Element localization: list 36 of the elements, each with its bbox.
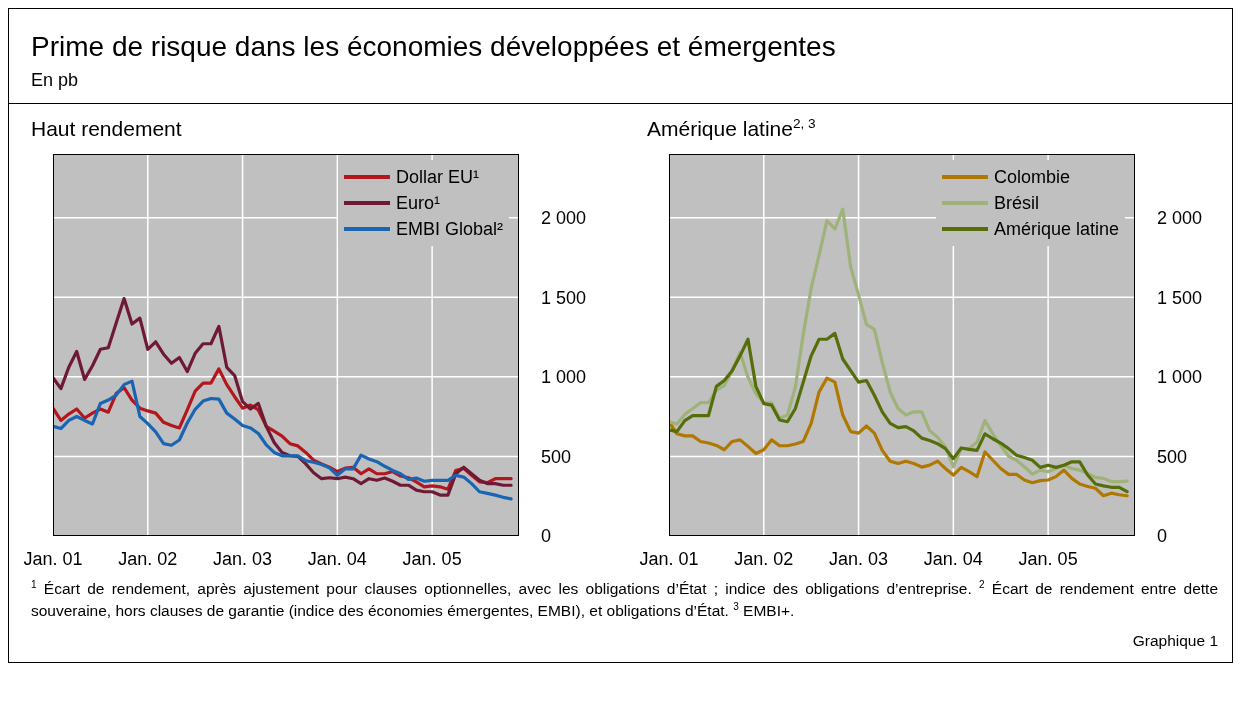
y-tick-label: 2 000 xyxy=(541,208,587,229)
x-tick-label: Jan. 01 xyxy=(23,548,83,569)
y-tick-label: 1 500 xyxy=(541,287,587,308)
x-tick-label: Jan. 05 xyxy=(1018,548,1078,569)
x-tick-label: Jan. 03 xyxy=(829,548,889,569)
x-tick-label: Jan. 05 xyxy=(402,548,462,569)
y-tick-label: 500 xyxy=(1157,446,1188,467)
y-tick-label: 0 xyxy=(541,526,552,547)
y-tick-label: 500 xyxy=(541,446,572,467)
x-tick-label: Jan. 04 xyxy=(307,548,367,569)
text: Graphique 1 xyxy=(1131,631,1218,651)
text: Prime de risque dans les économies développées et émergentes xyxy=(31,30,837,64)
legend-label: Brésil xyxy=(993,192,1039,214)
y-tick-label: 2 000 xyxy=(1157,208,1203,229)
x-tick-label: Jan. 02 xyxy=(118,548,178,569)
line-series xyxy=(669,376,1129,498)
chart-title: Amérique latine$^{2, 3}$ xyxy=(647,114,816,142)
y-tick-label: 1 000 xyxy=(1157,367,1203,388)
legend-label: Dollar EU¹ xyxy=(395,166,479,188)
text: En pb xyxy=(31,69,80,92)
line-series xyxy=(669,331,1129,494)
legend-label: Euro¹ xyxy=(395,192,440,214)
legend-label: Amérique latine xyxy=(993,218,1119,240)
chart-title: Haut rendement xyxy=(31,116,182,142)
x-tick-label: Jan. 02 xyxy=(734,548,794,569)
text: $^{1}$ Écart de rendement, après ajustement pour clauses optionnelles, avec les obligations d’État ; indice des obligations d’entreprise. $^{2}$ Écart de rendement entre dette souveraine, hors clauses de garantie (indice des économies émergentes, EMBI), et obligations d’État. $^{3}$ EMBI+. xyxy=(31,578,1219,619)
x-tick-label: Jan. 03 xyxy=(213,548,273,569)
legend-label: Colombie xyxy=(993,166,1070,188)
legend-label: EMBI Global² xyxy=(395,218,503,240)
y-tick-label: 1 000 xyxy=(541,367,587,388)
x-tick-label: Jan. 04 xyxy=(923,548,983,569)
x-tick-label: Jan. 01 xyxy=(639,548,699,569)
y-tick-label: 0 xyxy=(1157,526,1168,547)
line-series xyxy=(53,296,513,497)
y-tick-label: 1 500 xyxy=(1157,287,1203,308)
line-series xyxy=(53,379,513,501)
